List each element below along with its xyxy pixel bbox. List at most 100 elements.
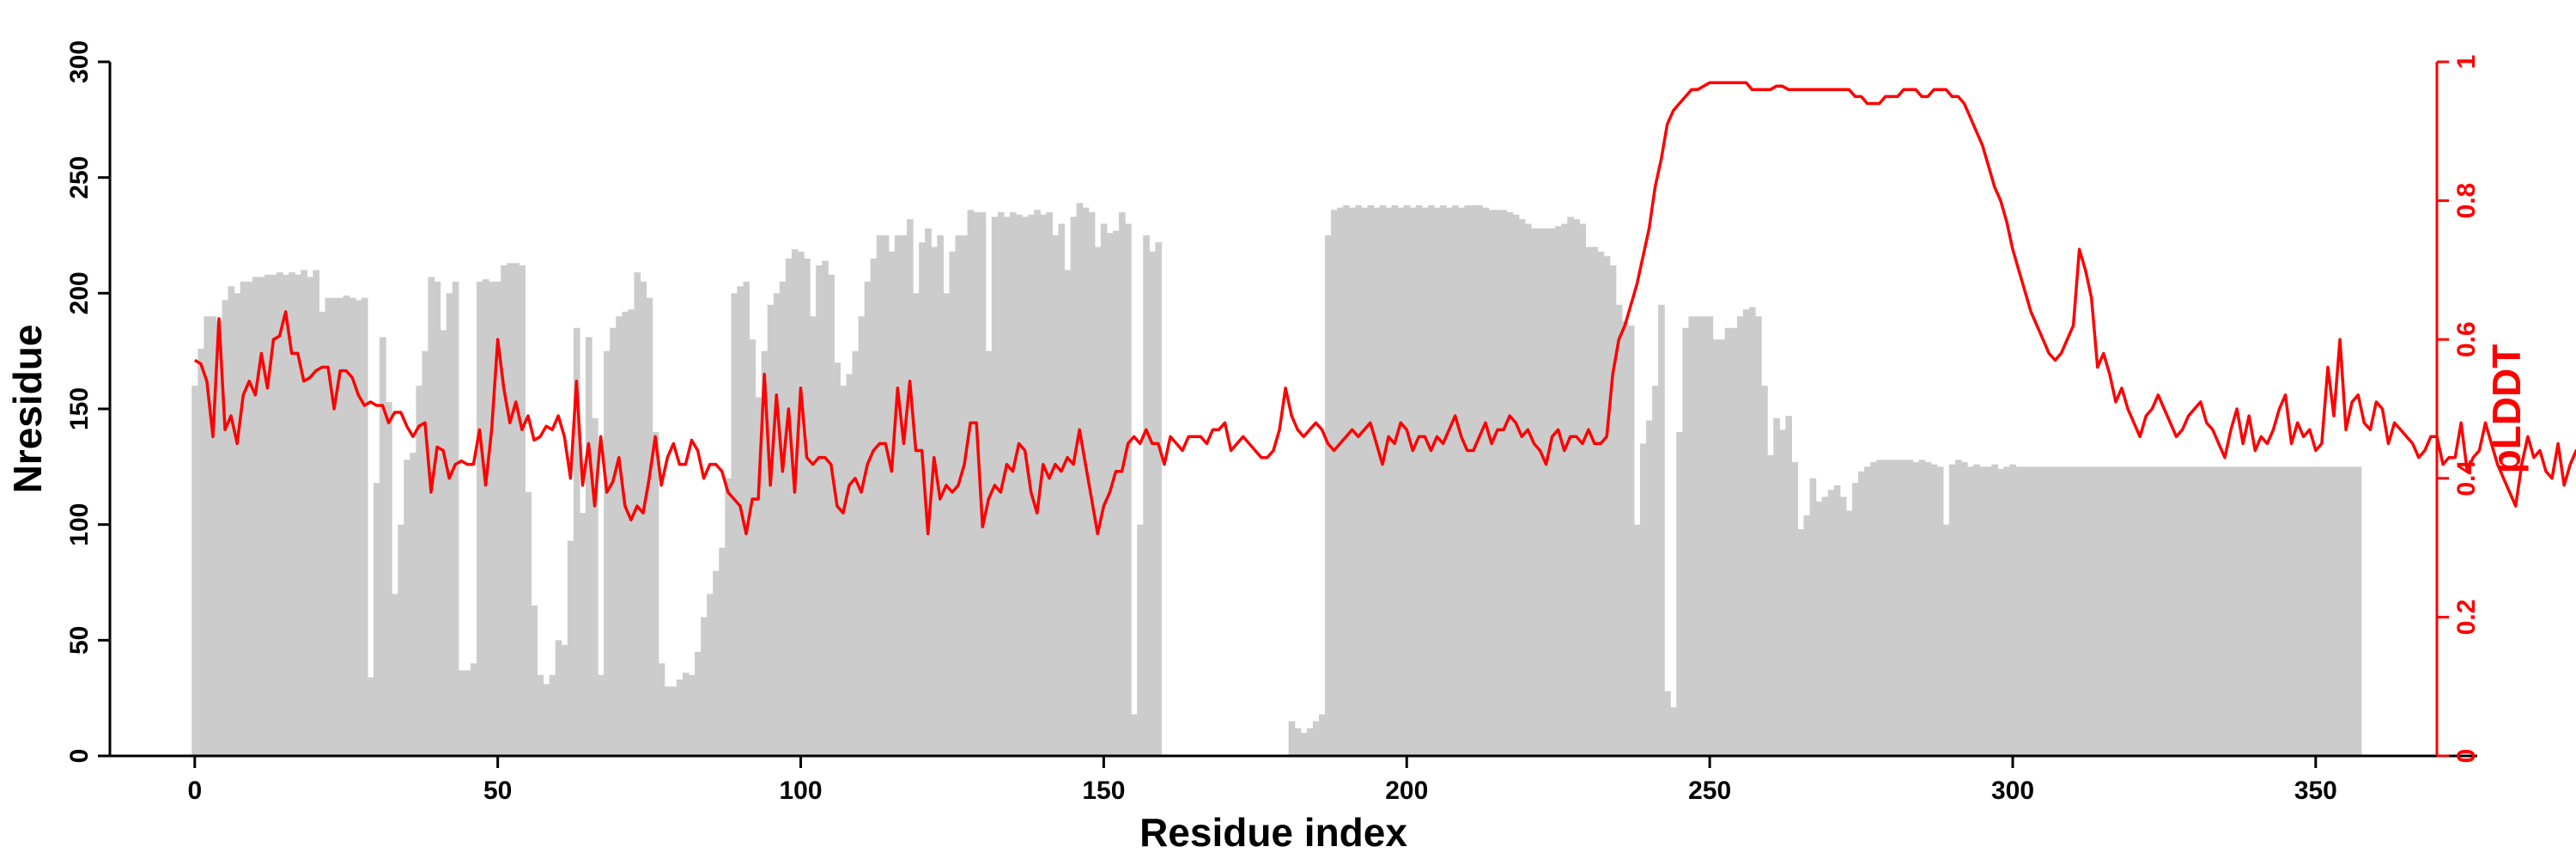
bar [392, 594, 398, 756]
bar [476, 281, 483, 756]
bar [798, 251, 805, 756]
x-tick-label: 350 [2294, 777, 2337, 805]
bar [295, 274, 301, 757]
bar [2100, 466, 2107, 756]
y-axis-title: Nresidue [5, 325, 50, 494]
bar [658, 663, 665, 756]
bar [1415, 204, 1423, 756]
bar [1385, 207, 1393, 756]
bar [955, 235, 963, 756]
bar [804, 258, 811, 756]
bar [1948, 464, 1956, 756]
bar [2306, 466, 2313, 756]
bar [2318, 466, 2326, 756]
bar [1379, 204, 1387, 756]
bar [1579, 223, 1587, 756]
bar [1155, 242, 1163, 757]
bar [1973, 464, 1980, 756]
bar [2112, 466, 2120, 756]
bar [622, 311, 629, 756]
bar [598, 674, 605, 756]
bar [386, 401, 392, 756]
bar [2027, 466, 2035, 756]
bar [634, 272, 641, 756]
bar [1488, 210, 1496, 756]
bar [1543, 228, 1550, 756]
bar [2088, 466, 2095, 756]
bar [2215, 466, 2223, 756]
bar [1942, 524, 1950, 756]
bar [1427, 204, 1435, 756]
bar [2076, 466, 2083, 756]
bar [755, 397, 762, 756]
bar [2118, 466, 2126, 756]
x-tick-label: 100 [780, 777, 823, 805]
bar [1718, 339, 1726, 756]
bar [1100, 223, 1108, 756]
bar [1306, 728, 1314, 756]
bar [713, 570, 720, 756]
bar [2251, 466, 2259, 756]
bar [2221, 466, 2229, 756]
bar [761, 350, 769, 756]
bar [579, 513, 586, 756]
y-right-tick-label: 1 [2452, 55, 2481, 70]
bar [1034, 210, 1041, 756]
y-tick-label: 0 [65, 749, 94, 764]
bar [1827, 490, 1835, 756]
bar [731, 293, 738, 756]
bar [1149, 251, 1156, 756]
bar [785, 258, 793, 756]
bar [373, 483, 380, 756]
bar [1010, 212, 1017, 757]
bar [2354, 466, 2362, 756]
bar [1494, 210, 1502, 756]
bar [1936, 466, 1944, 756]
bar [1003, 216, 1011, 756]
bar [549, 674, 556, 756]
x-tick-label: 250 [1688, 777, 1731, 805]
bar [1991, 464, 1998, 756]
bar [1621, 320, 1629, 756]
bar [919, 242, 926, 757]
bar [1137, 524, 1144, 756]
bar [2191, 466, 2198, 756]
bar [2330, 466, 2338, 756]
bar [555, 640, 562, 756]
bar [1779, 430, 1786, 756]
bar [222, 300, 229, 756]
bar [1064, 270, 1072, 756]
bar [2269, 466, 2277, 756]
bar [1670, 707, 1677, 756]
bar [1458, 207, 1465, 756]
y-tick-label: 300 [65, 40, 94, 83]
bar [1536, 228, 1544, 756]
x-tick-label: 300 [1991, 777, 2034, 805]
bar [2148, 466, 2156, 756]
bar [931, 247, 938, 756]
bar [1016, 214, 1023, 756]
bar [1658, 304, 1665, 756]
bar [1646, 420, 1653, 756]
bar [537, 674, 544, 756]
bar [1555, 226, 1562, 756]
bar [197, 348, 204, 756]
bar [876, 235, 884, 756]
bar [1724, 327, 1732, 756]
bar [1882, 460, 1889, 756]
bar [1343, 204, 1350, 756]
y-tick-label: 100 [65, 503, 94, 546]
bar [1876, 460, 1883, 756]
y-right-tick-label: 0.2 [2452, 600, 2481, 636]
bar [695, 651, 702, 756]
bar [398, 524, 404, 756]
bar [1694, 316, 1702, 756]
bar [501, 265, 507, 757]
bar [1967, 466, 1974, 756]
bar [822, 260, 829, 756]
bar [1446, 207, 1453, 756]
bar [1518, 219, 1526, 756]
bar [1022, 216, 1029, 756]
bar [525, 491, 532, 756]
